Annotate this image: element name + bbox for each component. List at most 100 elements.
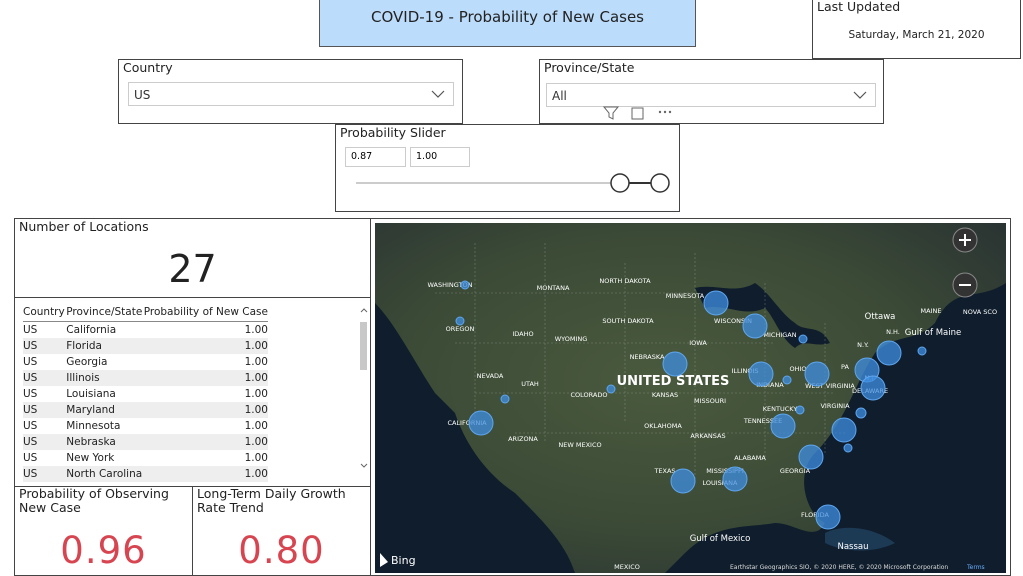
- location-bubble[interactable]: [795, 405, 805, 415]
- map-label: COLORADO: [571, 391, 608, 399]
- location-bubble[interactable]: [455, 316, 465, 326]
- location-bubble[interactable]: [798, 444, 824, 470]
- location-bubble[interactable]: [855, 407, 867, 419]
- table-row[interactable]: US California 1.00: [23, 322, 268, 339]
- table-cell: California: [66, 324, 117, 336]
- table-row[interactable]: US North Carolina 1.00: [23, 466, 268, 482]
- chevron: [853, 91, 867, 99]
- table-cell: US: [23, 404, 38, 416]
- map-label: MAINE: [921, 307, 942, 315]
- land-area: [375, 223, 1006, 573]
- table-row[interactable]: US Georgia 1.00: [23, 354, 268, 370]
- table-cell: 1.00: [244, 420, 268, 432]
- table-cell: 1.00: [244, 388, 268, 400]
- map-label: PA: [841, 363, 850, 371]
- map-label: ILLINOIS: [731, 367, 758, 375]
- table-row[interactable]: US Minnesota 1.00: [23, 418, 268, 434]
- map-label: NEBRASKA: [630, 353, 665, 361]
- focus-icon[interactable]: [631, 107, 644, 120]
- country-dropdown[interactable]: US: [128, 82, 454, 106]
- map-label: WEST VIRGINIA: [805, 382, 855, 390]
- map-label: WYOMING: [555, 335, 588, 343]
- map-label: ARKANSAS: [690, 432, 725, 440]
- table-cell: 1.00: [244, 468, 268, 480]
- map-label: NEW MEXICO: [558, 441, 601, 449]
- last-updated-card: Last Updated Saturday, March 21, 2020: [812, 0, 1021, 59]
- province-dropdown[interactable]: All: [546, 83, 876, 107]
- table-row[interactable]: US Nebraska 1.00: [23, 434, 268, 450]
- kpi-observing: Probability of Observing New Case 0.96: [14, 486, 193, 576]
- map-label: N.H.: [886, 328, 900, 336]
- kpi-value: 0.96: [60, 529, 147, 572]
- map[interactable]: WASHINGTON OREGON IDAHO MONTANA WYOMING NEVAD…: [375, 223, 1006, 573]
- table-cell: US: [23, 436, 38, 448]
- column-header[interactable]: Probability of New Case: [143, 306, 268, 318]
- location-bubble[interactable]: [782, 375, 792, 385]
- table-cell: Maryland: [66, 404, 115, 416]
- table-row[interactable]: US Illinois 1.00: [23, 370, 268, 386]
- map-brand: Bing: [391, 554, 416, 567]
- column-header[interactable]: Country: [23, 306, 65, 318]
- map-label: WISCONSIN: [714, 317, 752, 325]
- location-bubble[interactable]: [815, 504, 841, 530]
- map-label: NEVADA: [477, 372, 504, 380]
- location-bubble[interactable]: [748, 361, 774, 387]
- table-cell: US: [23, 420, 38, 432]
- table-row[interactable]: US New York 1.00: [23, 450, 268, 466]
- table-row[interactable]: US Louisiana 1.00: [23, 386, 268, 402]
- map-label: OHIO: [789, 365, 806, 373]
- location-bubbles: [455, 280, 927, 530]
- max-input[interactable]: 1.00: [410, 147, 470, 167]
- zoom-controls: [952, 227, 978, 298]
- table-cell: US: [23, 372, 38, 384]
- slicer-label: Country: [123, 60, 173, 75]
- location-bubble[interactable]: [703, 290, 729, 316]
- location-bubble[interactable]: [670, 468, 696, 494]
- table-cell: Minnesota: [66, 420, 121, 432]
- location-bubble[interactable]: [662, 351, 688, 377]
- map-label: TEXAS: [653, 467, 675, 475]
- chevron: [431, 90, 445, 98]
- slider-handle-min[interactable]: [610, 173, 630, 193]
- location-bubble[interactable]: [500, 394, 510, 404]
- location-bubble[interactable]: [742, 313, 768, 339]
- map-label: NOVA SCO: [963, 308, 997, 316]
- location-bubble[interactable]: [804, 361, 830, 387]
- location-bubble[interactable]: [798, 334, 808, 344]
- location-bubble[interactable]: [722, 466, 748, 492]
- map-label: IDAHO: [512, 330, 533, 338]
- location-bubble[interactable]: [770, 413, 796, 439]
- location-bubble[interactable]: [917, 346, 927, 356]
- map-label: FLORIDA: [801, 511, 830, 519]
- filter-icon[interactable]: [602, 106, 620, 120]
- column-header[interactable]: Province/State: [66, 306, 143, 318]
- location-bubble[interactable]: [860, 375, 886, 401]
- map-terms[interactable]: Terms: [966, 564, 985, 571]
- kpi-label: Probability of Observing New Case: [19, 486, 169, 515]
- kpi-growth: Long-Term Daily Growth Rate Trend 0.80: [192, 486, 371, 576]
- last-updated-date: Saturday, March 21, 2020: [848, 29, 985, 41]
- table-cell: 1.00: [244, 372, 268, 384]
- table-cell: Illinois: [66, 372, 100, 384]
- table-row[interactable]: US Maryland 1.00: [23, 402, 268, 418]
- scrollbar[interactable]: [358, 304, 370, 482]
- great-lakes: [695, 283, 830, 348]
- location-bubble[interactable]: [831, 417, 857, 443]
- location-bubble[interactable]: [876, 340, 902, 366]
- table-row[interactable]: US Florida 1.00: [23, 338, 268, 354]
- title-box: COVID-19 - Probability of New Cases: [319, 0, 696, 47]
- card-label: Number of Locations: [19, 219, 149, 234]
- table-cell: Nebraska: [66, 436, 116, 448]
- location-bubble[interactable]: [468, 410, 494, 436]
- slider-handle-max[interactable]: [650, 173, 670, 193]
- table-cell: US: [23, 388, 38, 400]
- map-label: N.Y.: [857, 341, 869, 349]
- more-icon[interactable]: [658, 110, 662, 114]
- location-bubble[interactable]: [460, 280, 470, 290]
- location-bubble[interactable]: [606, 384, 616, 394]
- min-input[interactable]: 0.87: [345, 147, 406, 167]
- table-cell: US: [23, 324, 38, 336]
- sea: [825, 527, 895, 551]
- map-label: VIRGINIA: [820, 402, 850, 410]
- location-bubble[interactable]: [843, 443, 853, 453]
